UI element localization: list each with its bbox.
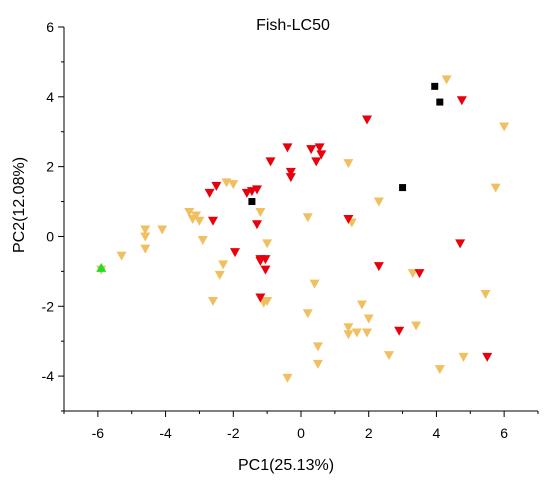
data-point-triangle-down (251, 185, 262, 195)
data-point-triangle-down (343, 323, 354, 333)
x-axis-title: PC1(25.13%) (238, 457, 334, 474)
x-tick-label: -2 (227, 425, 240, 441)
data-point-triangle-down (314, 143, 325, 153)
data-point-triangle-down (285, 167, 296, 177)
data-point-triangle-down (499, 122, 510, 132)
x-tick-label: -4 (159, 425, 172, 441)
data-point-triangle-down (394, 326, 405, 336)
data-point-triangle-down (482, 352, 493, 362)
x-tick-label: -6 (92, 425, 105, 441)
data-point-triangle-down (362, 328, 373, 338)
data-point-triangle-down (191, 211, 202, 221)
y-tick-label: -4 (42, 368, 55, 384)
data-point-triangle-down (373, 262, 384, 272)
data-point-triangle-down (214, 270, 225, 280)
data-point-triangle-down (434, 365, 445, 375)
data-point-triangle-down (384, 351, 395, 361)
y-tick-label: 4 (46, 89, 54, 105)
data-point-triangle-down (228, 180, 239, 190)
data-point-square (436, 98, 444, 106)
data-point-triangle-down (363, 314, 374, 324)
data-point-triangle-up (96, 262, 107, 272)
data-point-triangle-down (373, 197, 384, 207)
x-tick-label: 0 (297, 425, 305, 441)
data-point-triangle-down (282, 373, 293, 383)
data-point-triangle-down (490, 183, 501, 193)
data-point-triangle-down (207, 297, 218, 307)
data-point-square (399, 184, 407, 192)
x-tick-label: 2 (365, 425, 373, 441)
data-point-triangle-down (211, 181, 222, 191)
data-point-triangle-down (140, 225, 151, 235)
data-point-triangle-down (255, 293, 266, 303)
x-tick-label: 6 (500, 425, 508, 441)
data-point-triangle-down (362, 115, 373, 125)
data-point-triangle-down (218, 260, 229, 270)
data-point-triangle-down (343, 215, 354, 224)
chart-title: Fish-LC50 (256, 17, 330, 34)
data-point-triangle-down (441, 75, 452, 85)
y-tick-label: -2 (42, 298, 55, 314)
data-point-triangle-down (255, 256, 266, 266)
data-point-triangle-down (343, 159, 354, 169)
data-point-triangle-down (282, 143, 293, 153)
data-point-triangle-down (302, 213, 313, 223)
x-tick-label: 4 (433, 425, 441, 441)
data-point-triangle-down (140, 244, 151, 254)
data-point-triangle-down (306, 145, 317, 155)
data-point-triangle-down (207, 216, 218, 226)
data-point-triangle-down (312, 359, 323, 369)
data-point-triangle-down (229, 248, 240, 258)
data-point-triangle-down (285, 173, 296, 183)
data-points (96, 75, 510, 383)
data-point-triangle-down (116, 251, 127, 261)
data-point-triangle-down (194, 216, 205, 226)
data-point-triangle-down (302, 309, 313, 319)
data-point-triangle-down (316, 150, 327, 160)
y-tick-label: 2 (46, 159, 54, 175)
y-axis-title: PC2(12.08%) (11, 157, 28, 253)
data-point-triangle-down (140, 232, 151, 242)
data-point-triangle-down (260, 265, 271, 275)
data-point-triangle-down (407, 269, 418, 279)
data-point-triangle-down (197, 235, 208, 245)
data-point-triangle-down (456, 96, 467, 106)
data-point-triangle-down (480, 290, 491, 300)
axes: -6 -4 -2 0 2 4 6 -4 -2 0 2 4 6 (42, 19, 539, 441)
data-point-triangle-down (157, 225, 168, 235)
data-point-triangle-down (309, 279, 320, 289)
data-point-triangle-down (251, 220, 262, 230)
data-point-triangle-down (311, 157, 322, 167)
data-point-triangle-down (255, 208, 266, 218)
data-point-triangle-down (414, 269, 425, 279)
data-point-triangle-down (265, 157, 276, 167)
data-point-triangle-down (258, 298, 269, 308)
y-tick-label: 0 (46, 228, 54, 244)
data-point-triangle-down (184, 208, 195, 218)
data-point-triangle-down (262, 239, 273, 249)
data-point-triangle-down (356, 300, 367, 310)
data-point-triangle-down (204, 188, 215, 198)
data-point-triangle-down (351, 328, 362, 338)
data-point-triangle-down (455, 239, 466, 249)
data-point-triangle-down (343, 330, 354, 340)
data-point-square (431, 82, 439, 90)
data-point-triangle-down (458, 352, 469, 362)
data-point-triangle-down (411, 321, 422, 331)
data-point-triangle-down (312, 342, 323, 352)
data-point-square (248, 198, 256, 206)
y-tick-label: 6 (46, 19, 54, 35)
